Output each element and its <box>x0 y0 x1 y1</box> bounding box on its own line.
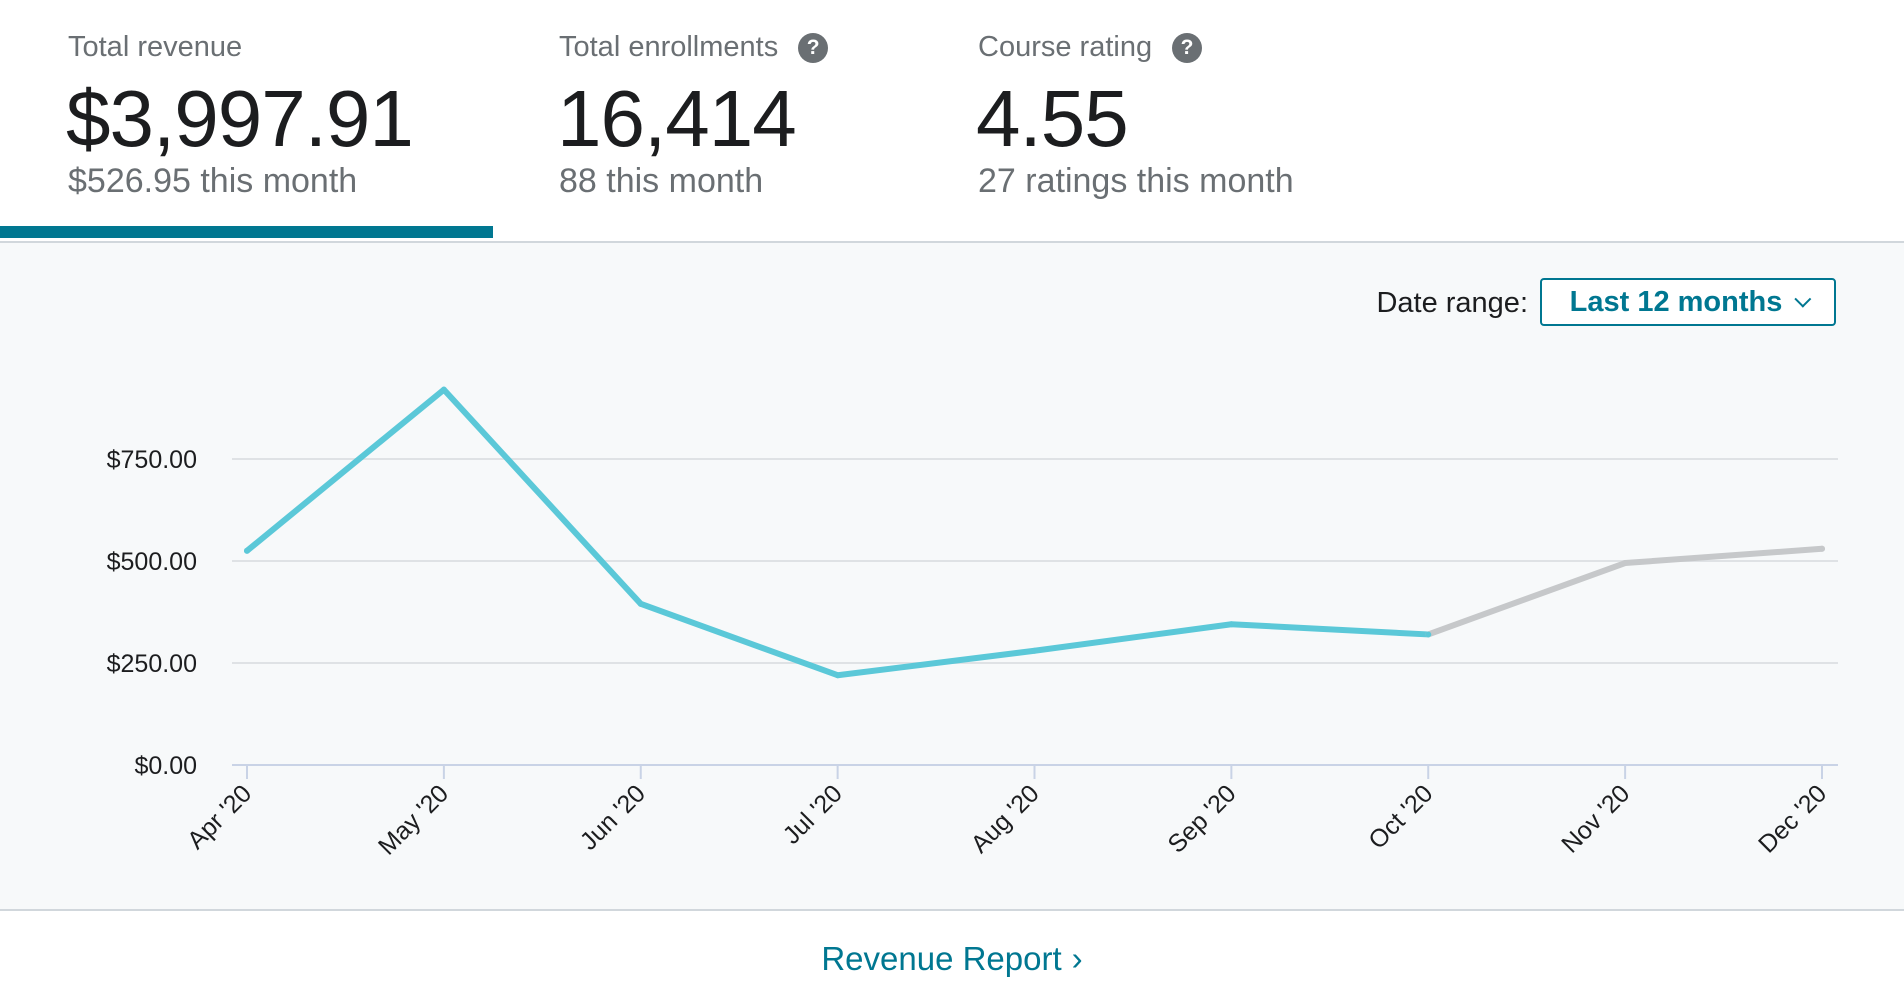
tab-subtext: $526.95 this month <box>68 162 358 200</box>
x-tick-label: Jul '20 <box>778 779 848 849</box>
date-range-select[interactable]: Last 12 months <box>1540 278 1836 326</box>
tab-subtext: 27 ratings this month <box>978 162 1294 200</box>
data-point <box>1425 631 1432 638</box>
tab-total-enrollments[interactable]: Total enrollments ? 16,414 88 this month <box>493 0 915 242</box>
x-tick-label: Dec '20 <box>1753 779 1832 858</box>
help-icon[interactable]: ? <box>1172 32 1203 63</box>
y-tick-label: $250.00 <box>107 650 197 678</box>
revenue-series-line <box>244 386 1432 679</box>
x-tick-label: Oct '20 <box>1363 779 1438 854</box>
x-tick-label: Nov '20 <box>1556 779 1635 858</box>
revenue-line-chart: $0.00 $250.00 $500.00 $750.00 Apr '20 May '20… <box>107 386 1838 861</box>
data-point <box>1228 621 1235 628</box>
tab-label: Course rating ? <box>978 31 1203 64</box>
tab-course-rating[interactable]: Course rating ? 4.55 27 ratings this mon… <box>915 0 1365 242</box>
x-tick-label: Apr '20 <box>182 779 257 854</box>
data-point <box>1031 647 1038 654</box>
data-point <box>1819 545 1825 552</box>
chevron-right-icon: › <box>1071 940 1083 977</box>
data-point <box>637 600 644 607</box>
revenue-report-link[interactable]: Revenue Report › <box>0 940 1904 978</box>
data-point <box>244 547 250 554</box>
tab-value: 16,414 <box>557 74 797 163</box>
x-tick-label: Aug '20 <box>966 779 1045 858</box>
date-range-value: Last 12 months <box>1569 285 1783 318</box>
tab-value: 4.55 <box>976 74 1129 163</box>
help-icon[interactable]: ? <box>798 32 829 63</box>
active-tab-indicator <box>0 226 493 238</box>
x-tick-label: May '20 <box>373 779 454 860</box>
y-tick-label: $500.00 <box>107 548 197 576</box>
tab-value: $3,997.91 <box>66 74 414 163</box>
data-point <box>440 386 447 393</box>
chart-divider <box>0 909 1904 911</box>
data-point <box>1622 560 1629 567</box>
revenue-report-label: Revenue Report <box>821 940 1062 977</box>
data-point <box>834 672 841 679</box>
date-range-label: Date range: <box>1376 287 1528 319</box>
chart-panel: Date range: Last 12 months $0.00 $250.00 $… <box>0 243 1904 909</box>
y-tick-label: $0.00 <box>134 752 197 780</box>
tab-subtext: 88 this month <box>559 162 764 200</box>
x-tick-label: Jun '20 <box>575 779 651 855</box>
y-tick-label: $750.00 <box>107 446 197 474</box>
metric-tabs: Total revenue $3,997.91 $526.95 this mon… <box>0 0 1904 242</box>
tab-label: Total revenue <box>68 31 243 63</box>
tab-label: Total enrollments ? <box>559 31 829 64</box>
tabs-divider <box>0 241 1904 243</box>
x-tick-label: Sep '20 <box>1162 779 1241 858</box>
tab-total-revenue[interactable]: Total revenue $3,997.91 $526.95 this mon… <box>0 0 493 242</box>
